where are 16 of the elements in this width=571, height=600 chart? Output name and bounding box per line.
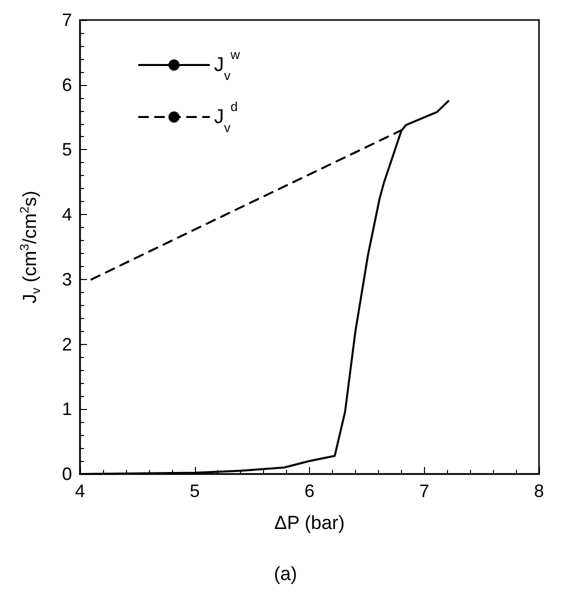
text: (a) (274, 564, 298, 585)
y-tick-label: 5 (62, 140, 72, 160)
x-tick-label: 4 (74, 481, 86, 501)
y-tick-label: 6 (62, 74, 72, 95)
y-tick-label: 7 (62, 10, 72, 30)
x-tick-label: 5 (190, 481, 200, 501)
x-axis-title: ΔP (bar) (274, 513, 345, 534)
y-tick-label: 3 (62, 269, 72, 290)
x-tick-label: 6 (304, 481, 315, 501)
y-tick-label: 0 (62, 464, 72, 484)
x-tick-label: 8 (534, 481, 544, 501)
x-tick-label: 7 (419, 481, 430, 501)
y-tick-label: 1 (62, 399, 72, 420)
y-tick-label: 2 (62, 334, 72, 354)
y-axis-title: Jv (cm3/cm2s) (18, 190, 43, 304)
y-tick-label: 4 (62, 204, 72, 225)
